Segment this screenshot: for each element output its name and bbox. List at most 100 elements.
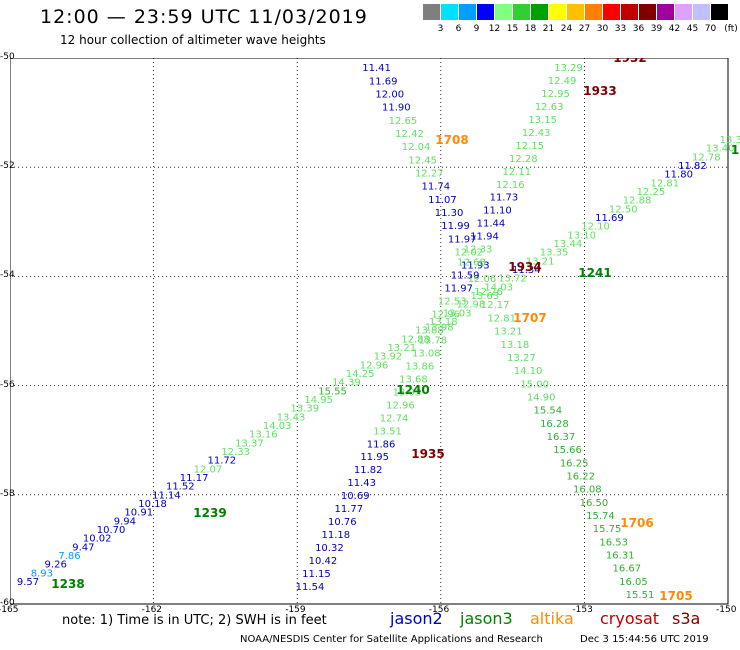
pass-time-label: 1238 [51, 577, 84, 591]
wave-height-label: 13.18 [501, 340, 530, 351]
colorbar-label: 39 [650, 24, 663, 34]
wave-height-label: 13.39 [720, 135, 740, 146]
wave-height-label: 14.03 [263, 421, 292, 432]
wave-height-label: 16.08 [573, 485, 602, 496]
wave-height-label: 11.80 [664, 170, 693, 181]
wave-height-label: 13.44 [554, 239, 583, 250]
wave-height-label: 16.53 [599, 537, 628, 548]
wave-height-label: 12.50 [609, 204, 638, 215]
wave-height-label: 11.10 [483, 206, 512, 217]
colorbar-swatch [459, 4, 476, 20]
wave-height-label: 11.93 [461, 261, 490, 272]
wave-height-label: 12.06 [468, 274, 497, 285]
colorbar-label: 12 [488, 24, 501, 34]
wave-height-label: 13.72 [498, 274, 527, 285]
wave-height-label: 13.39 [291, 404, 320, 415]
wave-height-label: 13.43 [277, 412, 306, 423]
wave-height-label: 15.74 [586, 511, 615, 522]
wave-height-label: 11.54 [296, 582, 325, 593]
wave-height-label: 9.47 [72, 542, 94, 553]
pass-time-label: 1934 [508, 260, 541, 274]
x-tick-label: -150 [716, 605, 737, 615]
wave-height-label: 13.68 [399, 374, 428, 385]
colorbar-label: 3 [437, 24, 444, 34]
wave-height-label: 12.27 [415, 169, 444, 180]
wave-height-label: 12.96 [386, 400, 415, 411]
credit-line: NOAA/NESDIS Center for Satellite Applica… [240, 634, 543, 645]
wave-height-label: 9.57 [17, 577, 39, 588]
wave-height-label: 12.15 [515, 141, 544, 152]
footer-note: note: 1) Time is in UTC; 2) SWH is in fe… [62, 613, 327, 628]
wave-height-label: 13.78 [418, 335, 447, 346]
y-tick-label: -58 [0, 488, 15, 499]
colorbar-label: 36 [632, 24, 645, 34]
pass-time-label: 1705 [659, 589, 692, 603]
wave-height-label: 12.81 [650, 178, 679, 189]
colorbar-label: 45 [686, 24, 699, 34]
wave-height-label: 12.10 [581, 222, 610, 233]
wave-height-label: 13.63 [471, 291, 500, 302]
wave-height-label: 13.88 [415, 326, 444, 337]
wave-height-label: 13.21 [387, 343, 416, 354]
wave-height-label: 9.26 [45, 560, 67, 571]
colorbar-swatch [495, 4, 512, 20]
wave-height-label: 13.16 [249, 430, 278, 441]
wave-height-label: 12.43 [522, 128, 551, 139]
wave-height-label: 13.18 [429, 317, 458, 328]
wave-height-label: 15.75 [593, 524, 622, 535]
wave-height-label: 11.69 [595, 213, 624, 224]
wave-height-label: 12.17 [481, 300, 510, 311]
wave-height-label: 10.76 [328, 517, 357, 528]
colorbar-swatch [621, 4, 638, 20]
satellite-legend-item: jason2 [390, 609, 443, 628]
colorbar-label: 27 [578, 24, 591, 34]
colorbar-swatch [513, 4, 530, 20]
wave-height-label: 12.04 [402, 142, 431, 153]
wave-height-label: 12.16 [496, 180, 525, 191]
wave-height-label: 15.54 [533, 406, 562, 417]
pass-time-label: 1707 [513, 311, 546, 325]
wave-height-label: 14.03 [484, 282, 513, 293]
wave-height-label: 11.62 [356, 58, 385, 61]
wave-height-label: 11.41 [362, 63, 391, 74]
wave-height-label: 12.53 [438, 297, 467, 308]
wave-height-label: 12.45 [408, 155, 437, 166]
wave-height-label: 11.95 [360, 452, 389, 463]
wave-height-label: 11.59 [451, 271, 480, 282]
generation-timestamp: Dec 3 15:44:56 UTC 2019 [580, 634, 709, 645]
wave-height-label: 15.51 [626, 590, 655, 601]
colorbar-swatch [549, 4, 566, 20]
x-tick-label: -153 [572, 605, 593, 615]
wave-height-label: 10.70 [97, 525, 126, 536]
wave-height-label: 11.73 [490, 193, 519, 204]
wave-height-label: 13.27 [507, 353, 536, 364]
wave-height-label: 16.25 [560, 458, 589, 469]
y-tick-label: -52 [0, 161, 15, 172]
wave-height-label: 12.25 [637, 187, 666, 198]
satellite-legend-item: jason3 [460, 609, 513, 628]
wave-height-label: 13.93 [393, 387, 422, 398]
pass-time-label: 1708 [435, 133, 468, 147]
wave-height-label: 11.17 [180, 473, 209, 484]
wave-height-label: 11.97 [444, 284, 473, 295]
pass-time-label: 1706 [620, 516, 653, 530]
wave-height-label: 11.74 [422, 182, 451, 193]
wave-height-label: 10.91 [561, 58, 590, 61]
wave-height-label: 11.34 [512, 265, 541, 276]
x-tick-label: -162 [141, 605, 163, 615]
wave-height-label: 11.86 [367, 439, 396, 450]
colorbar-swatch [639, 4, 656, 20]
colorbar-label: 70 [704, 24, 717, 34]
wave-height-label: 13.08 [412, 348, 441, 359]
colorbar-swatch [531, 4, 548, 20]
colorbar-swatch [585, 4, 602, 20]
colorbar-swatch [675, 4, 692, 20]
wave-height-label: 16.31 [606, 550, 635, 561]
wave-height-label: 11.77 [334, 504, 363, 515]
colorbar-label: 6 [455, 24, 462, 34]
wave-height-label: 10.42 [309, 556, 338, 567]
colorbar-swatch [693, 4, 710, 20]
wave-height-label: 10.32 [315, 543, 344, 554]
wave-height-label: 16.50 [580, 498, 609, 509]
wave-height-label: 14.25 [346, 369, 375, 380]
